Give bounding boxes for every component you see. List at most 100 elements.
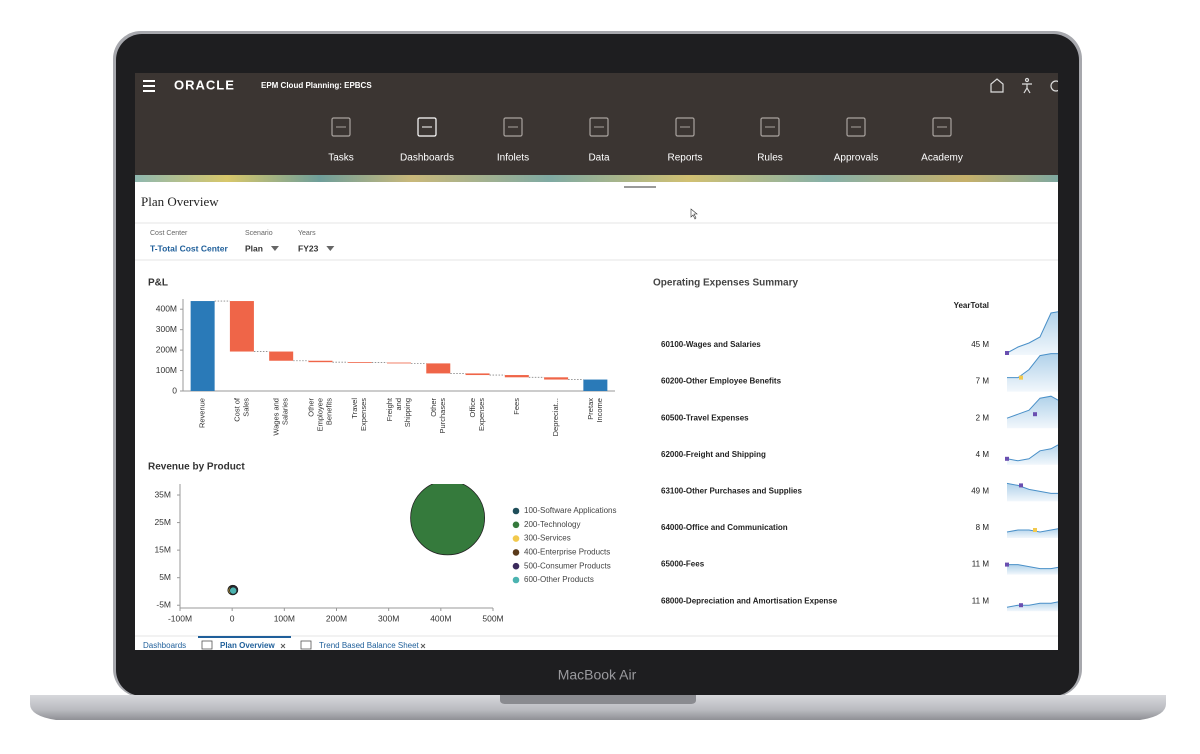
x-tick-label: Expenses [359,398,368,431]
sparkline-area [1007,311,1058,355]
legend-label: 500-Consumer Products [524,561,611,570]
column-header: YearTotal [954,301,989,310]
nav-icon [675,117,695,137]
hamburger[interactable] [143,80,155,92]
bar [426,363,451,374]
sparkline-marker [1005,456,1009,461]
legend-swatch [512,507,520,515]
nav-icon [589,117,609,137]
y-tick-label: 0 [172,385,177,395]
bar [504,375,529,378]
tab-icon [300,640,312,650]
account-name: 60500-Travel Expenses [661,413,749,422]
plot [227,484,486,596]
sparkline-area [1007,601,1058,612]
sparkline-marker [1019,375,1023,380]
nav-label: Data [588,153,610,164]
year-total: 11 M [972,560,990,569]
filter-label: Cost Center [150,230,188,237]
y-tick-label: 35M [154,489,171,499]
tab-label[interactable]: Plan Overview [220,641,275,650]
year-total: 11 M [972,596,990,605]
x-tick-label: 0 [230,613,235,623]
x-tick-label: Sales [241,398,250,417]
tab-label[interactable]: Dashboards [143,641,186,650]
year-total: 4 M [976,450,990,459]
nav-label: Rules [757,153,783,164]
y-tick-label: 200M [156,344,177,354]
legend-swatch [512,535,520,542]
home-icon[interactable] [990,78,1004,93]
x-tick-label: Income [595,398,604,423]
nav-item[interactable]: Infolets [497,117,529,164]
sparkline [1006,482,1058,494]
nav-label: Reports [667,153,702,164]
sparkline [1007,564,1058,570]
sparkline-marker [1019,483,1023,488]
nav-label: Infolets [497,153,529,164]
dropdown-arrow[interactable] [270,246,279,251]
sparkline [1006,311,1058,354]
nav-item[interactable]: Approvals [834,117,878,164]
chart-title: P&L [148,278,168,289]
nav-icon [503,117,523,137]
legend-label: 100-Software Applications [524,506,617,515]
x-tick-label: 400M [430,613,451,623]
screen: ORACLE EPM Cloud Planning: EPBCS Tasks Da… [135,73,1061,650]
account-name: 68000-Depreciation and Amortisation Expe… [661,596,838,605]
sparkline [1006,395,1058,419]
tab-label[interactable]: Trend Based Balance Sheet [319,641,420,650]
dropdown-arrow[interactable] [326,246,335,251]
y-tick-label: 25M [154,517,171,527]
year-total: 2 M [976,413,990,422]
account-name: 65000-Fees [661,560,705,569]
bubble [229,586,238,595]
y-tick-label: 400M [156,303,177,313]
legend-swatch [512,576,520,584]
legend-swatch [512,562,520,570]
chart-title: Revenue by Product [148,462,245,473]
sparkline-marker [1019,603,1023,608]
sparkline-marker [1005,351,1009,355]
legend-label: 400-Enterprise Products [524,548,610,557]
bar [190,301,215,391]
tab-close[interactable] [420,643,426,649]
nav-item[interactable]: Rules [757,117,783,164]
section-title: Operating Expenses Summary [653,278,798,289]
nav-icon [932,117,952,137]
filter-value[interactable]: T-Total Cost Center [150,243,228,253]
bar [269,351,294,361]
x-tick-label: Other [306,398,315,417]
nav-item[interactable]: Dashboards [400,117,454,164]
nav-item[interactable]: Tasks [328,117,354,164]
decor-strip [135,175,1058,182]
filter-value[interactable]: Plan [245,243,263,253]
sparkline-area [1007,396,1058,429]
sparkline-area [1007,564,1058,575]
account-name: 62000-Freight and Shipping [661,450,766,459]
nav: Tasks Dashboards Infolets Data Reports Rules A… [328,117,963,164]
x-tick-label: Salaries [281,398,290,425]
accessibility-icon[interactable] [1022,77,1032,94]
legend-swatch [512,521,520,529]
nav-item[interactable]: Reports [667,117,703,164]
cursor [690,208,698,220]
x-tick-label: Benefits [324,398,333,425]
user-icon[interactable] [1050,80,1061,92]
sparkline [1007,353,1058,379]
nav-item[interactable]: Data [588,117,610,164]
filter-value[interactable]: FY23 [298,243,319,253]
bar [308,360,333,363]
bubble-chart: Revenue by Product -5M 5M 15M 25M 35M -100M 0 10… [148,462,617,624]
sparkline-area [1007,353,1058,392]
tab-close[interactable] [280,643,286,649]
x-tick-label: Expenses [477,398,486,431]
x-tick-label: Pretax [586,398,595,420]
nav-item[interactable]: Academy [921,117,963,164]
opex-summary: Operating Expenses Summary YearTotal 60100… [653,278,1058,612]
x-tick-label: 200M [326,613,347,623]
app-name: EPM Cloud Planning: EPBCS [261,81,372,90]
sparkline-marker [1005,562,1009,567]
nav-label: Approvals [834,153,878,164]
